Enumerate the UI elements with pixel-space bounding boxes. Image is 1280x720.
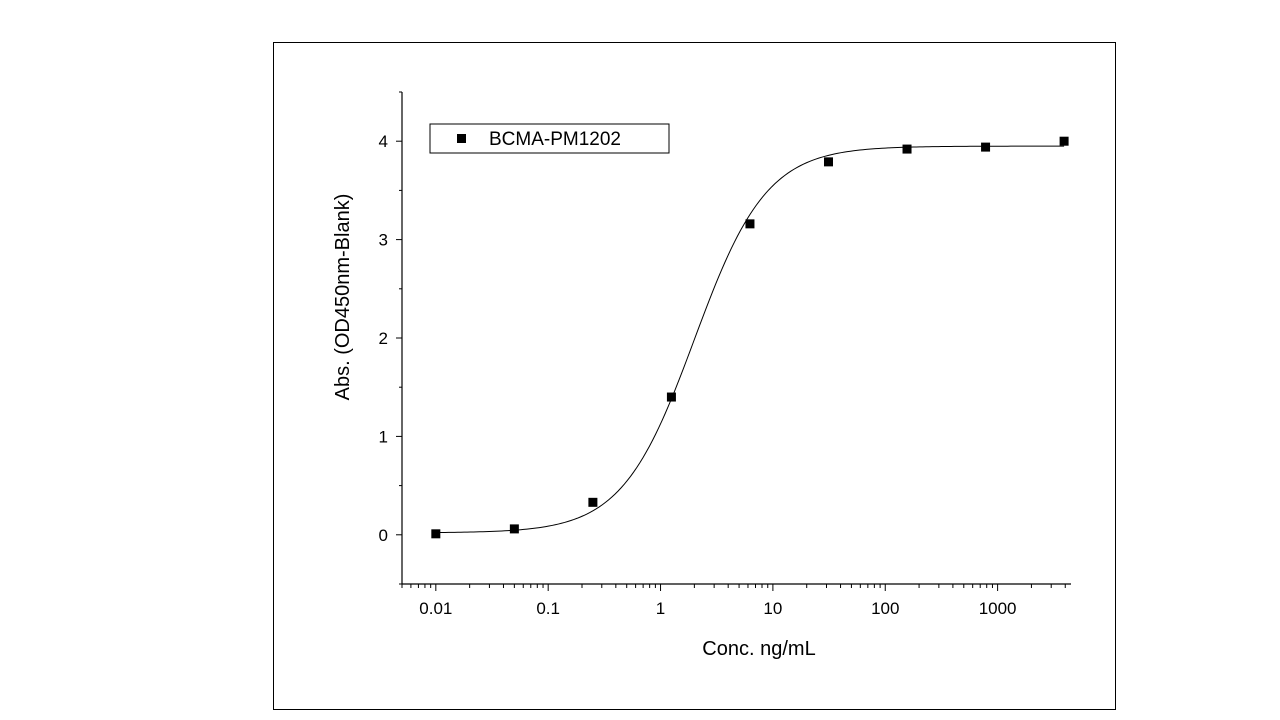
data-point — [666, 392, 676, 402]
chart: 0 1 2 3 4 0.01 0.1 1 10 100 1000 Conc. ng/mL Abs. … — [332, 91, 1071, 660]
x-axis-label: Conc. ng/mL — [702, 638, 815, 660]
data-point — [509, 524, 519, 534]
legend-box — [429, 123, 670, 154]
fit-curve — [435, 145, 1065, 534]
data-point — [745, 219, 755, 229]
x-tick-label: 0.01 — [419, 599, 452, 618]
axes — [401, 92, 1071, 585]
data-point — [981, 142, 991, 152]
data-point — [823, 157, 833, 167]
y-tick-label: 3 — [379, 231, 388, 250]
x-tick-label: 1 — [656, 599, 665, 618]
legend-marker — [457, 134, 466, 143]
y-tick-label: 0 — [379, 526, 388, 545]
x-tick-label: 10 — [763, 599, 782, 618]
legend-entry: BCMA-PM1202 — [489, 129, 621, 150]
x-tick-label: 1000 — [979, 599, 1017, 618]
x-tick-label: 100 — [871, 599, 899, 618]
y-tick-label: 2 — [379, 329, 388, 348]
x-tick-label: 0.1 — [536, 599, 560, 618]
ticks: 0 1 2 3 4 0.01 0.1 1 10 100 1000 — [379, 91, 1066, 618]
chart-frame: 0 1 2 3 4 0.01 0.1 1 10 100 1000 Conc. ng/mL Abs. … — [273, 42, 1116, 710]
y-axis-label: Abs. (OD450nm-Blank) — [332, 194, 354, 401]
legend: BCMA-PM1202 — [429, 123, 670, 154]
y-tick-label: 1 — [379, 427, 388, 446]
data-points — [431, 136, 1069, 539]
data-point — [588, 497, 598, 507]
data-point — [431, 529, 441, 539]
data-point — [1059, 136, 1069, 146]
data-point — [902, 144, 912, 154]
y-tick-label: 4 — [379, 132, 388, 151]
